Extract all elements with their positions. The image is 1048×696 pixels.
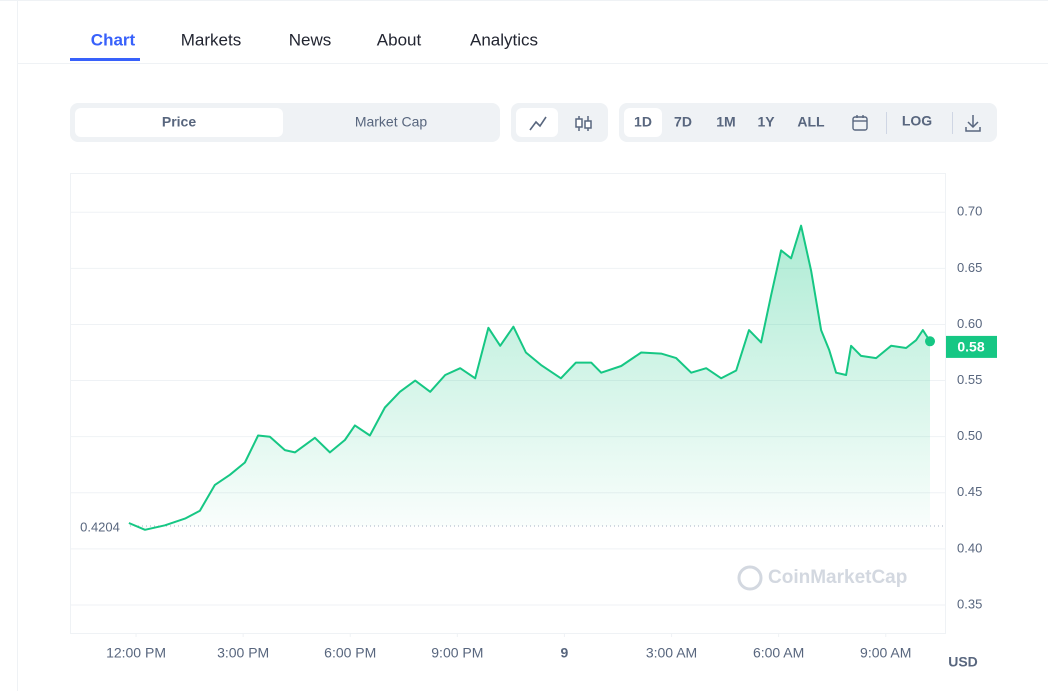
baseline-label-bg: [72, 515, 128, 536]
tab[interactable]: About: [377, 30, 422, 49]
price-area: [128, 225, 931, 530]
plot-frame: [70, 173, 946, 634]
range-selected: [624, 108, 662, 137]
x-tick-label: 9:00 AM: [860, 645, 911, 661]
price-tag: [946, 335, 997, 358]
x-tick-label: 9: [561, 645, 569, 661]
tab[interactable]: Chart: [91, 30, 136, 49]
price-line: [128, 224, 931, 531]
y-tick-label: 0.50: [957, 428, 982, 443]
range-group: [619, 103, 997, 142]
y-tick-label: 0.45: [957, 484, 982, 499]
download-button[interactable]: [965, 115, 981, 132]
range-button[interactable]: 1M: [716, 114, 735, 130]
toggle-selected: [75, 108, 283, 137]
toggle-option[interactable]: Price: [162, 114, 196, 130]
candle-button[interactable]: [575, 116, 592, 131]
log-button[interactable]: LOG: [902, 113, 932, 129]
x-tick-label: 6:00 PM: [324, 645, 376, 661]
tab[interactable]: Markets: [181, 30, 241, 49]
range-button[interactable]: 7D: [674, 114, 692, 130]
x-tick-label: 3:00 AM: [646, 645, 697, 661]
x-tick-label: 6:00 AM: [753, 645, 804, 661]
calendar-button[interactable]: [852, 115, 868, 131]
x-tick-label: 12:00 PM: [106, 645, 166, 661]
y-tick-label: 0.40: [957, 540, 982, 555]
baseline-label: 0.4204: [80, 519, 120, 534]
y-tick-label: 0.65: [957, 260, 982, 275]
price-tag-label: 0.58: [957, 339, 984, 355]
x-tick-label: 3:00 PM: [217, 645, 269, 661]
x-tick-label: 9:00 PM: [431, 645, 483, 661]
toggle-option[interactable]: Market Cap: [355, 114, 428, 130]
range-button[interactable]: ALL: [797, 114, 825, 130]
watermark: CoinMarketCap: [768, 567, 907, 588]
y-tick-label: 0.55: [957, 372, 982, 387]
y-tick-label: 0.60: [957, 316, 982, 331]
range-button[interactable]: 1Y: [757, 114, 775, 130]
tab[interactable]: News: [289, 30, 332, 49]
range-button[interactable]: 1D: [634, 114, 652, 130]
y-tick-label: 0.70: [957, 204, 982, 219]
line-icon: [529, 116, 547, 131]
y-tick-label: 0.35: [957, 596, 982, 611]
unit-label: USD: [948, 654, 978, 670]
last-point: [925, 336, 936, 347]
tab[interactable]: Analytics: [470, 30, 538, 49]
active-tab-indicator: [70, 58, 140, 61]
watermark-logo: [737, 565, 763, 591]
